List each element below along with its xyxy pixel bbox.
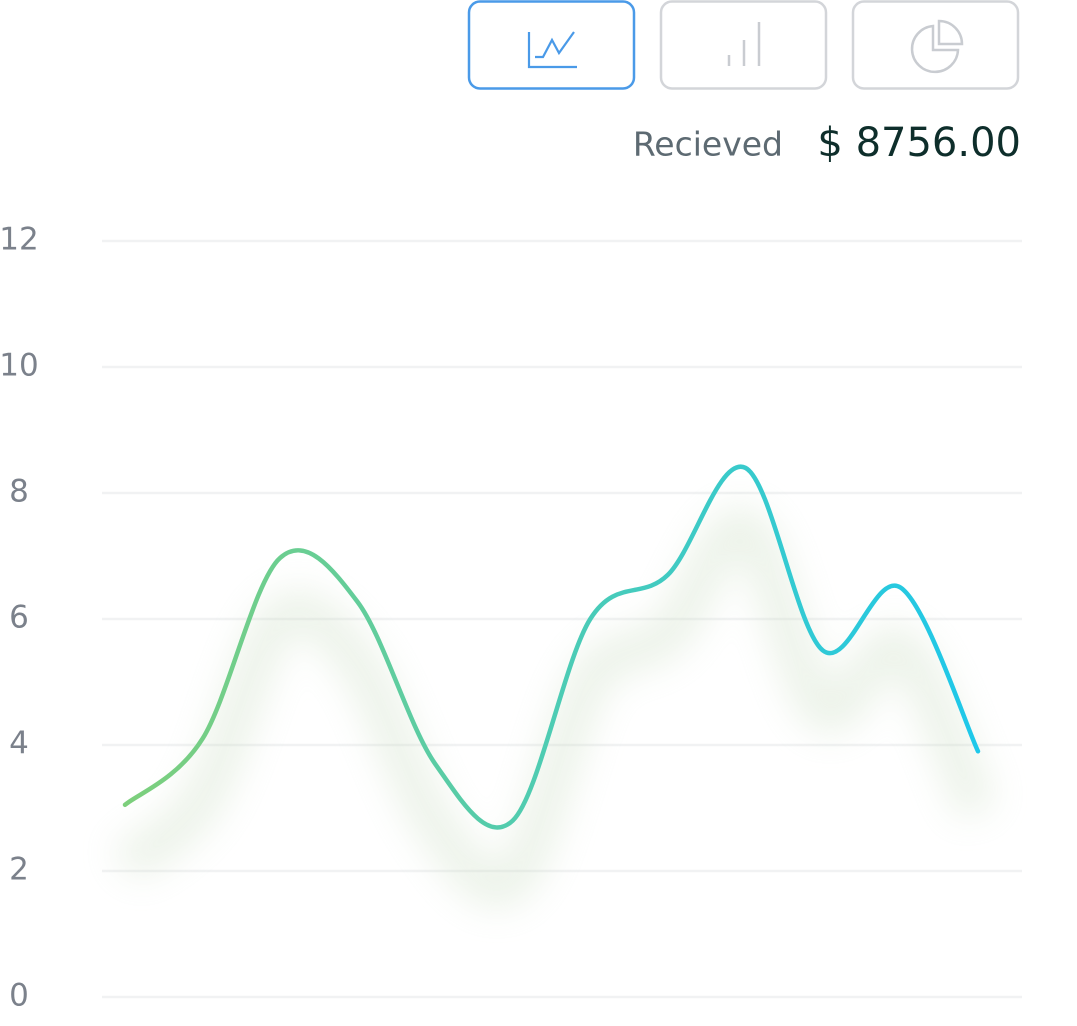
y-tick-label: 2	[9, 852, 29, 888]
y-tick-label: 4	[9, 726, 29, 762]
line-chart-button[interactable]	[467, 0, 636, 90]
amount: $ 8756.00	[817, 120, 1021, 166]
y-tick-label: 8	[9, 474, 29, 510]
y-tick-label: 0	[9, 978, 29, 1014]
y-tick-label: 6	[9, 600, 29, 636]
bar-chart-button[interactable]	[659, 0, 828, 90]
line-shadow	[112, 507, 997, 908]
summary-label: Recieved	[633, 125, 783, 164]
y-tick-label: 10	[0, 348, 39, 384]
pie-chart-button[interactable]	[851, 0, 1020, 90]
line	[122, 464, 981, 830]
y-tick-label: 12	[0, 222, 39, 258]
